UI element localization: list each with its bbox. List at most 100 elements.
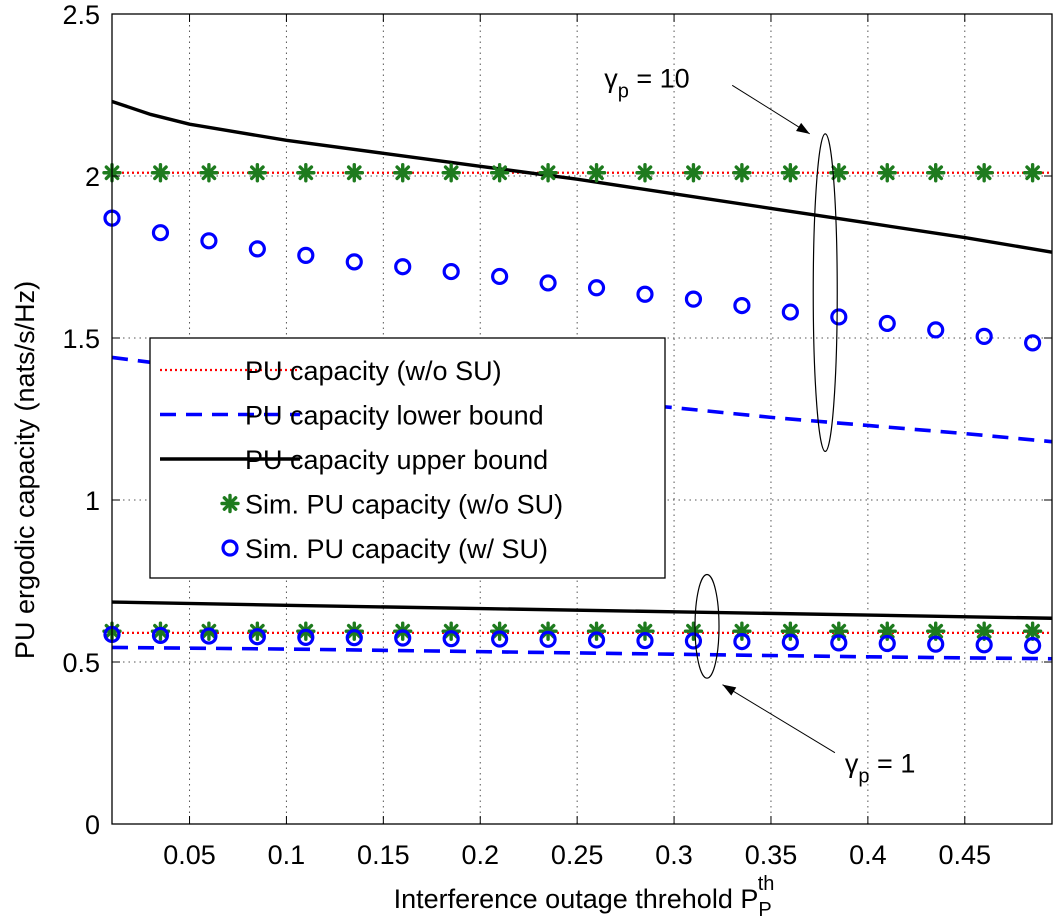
annotation-arrowhead [796,122,810,134]
legend-label: PU capacity (w/o SU) [245,356,502,386]
data-point [345,629,363,647]
data-point [200,627,218,645]
annotation-arrow [722,684,836,754]
data-point [199,163,219,183]
x-tick-label: 0.3 [655,840,693,870]
series-1 [112,171,1052,634]
asterisk-stroke [395,165,411,181]
series-line [111,99,1053,254]
x-tick-label: 0.05 [163,840,216,870]
legend-marker [220,493,240,514]
legend-item: PU capacity lower bound [160,401,544,431]
data-point [878,634,896,653]
asterisk-stroke [879,623,895,639]
data-point [635,621,655,641]
asterisk-stroke [443,165,459,181]
asterisk-stroke [589,165,604,181]
annotation-value: = 10 [629,63,690,93]
x-tick-label: 0.35 [745,840,798,870]
y-tick-label: 0 [85,810,100,840]
data-point [635,163,655,183]
data-point [150,163,171,183]
x-tick-label: 0.2 [461,840,499,870]
asterisk-stroke [298,165,314,181]
annotation-ellipse [812,133,838,453]
y-tick-label: 0.5 [62,648,100,678]
data-point [247,163,268,183]
data-point [636,285,654,303]
asterisk-stroke [1025,165,1040,181]
data-point [829,163,849,183]
x-axis-label-subscript: P [758,899,771,921]
data-point [975,327,993,345]
data-point [636,632,654,650]
series-line [111,600,1053,620]
x-tick-label: 0.25 [551,840,604,870]
series-3 [111,99,1053,620]
data-point [151,224,170,242]
data-point [394,629,412,647]
annotation-arrow [731,84,810,135]
data-point [200,232,218,250]
legend: PU capacity (w/o SU) PU capacity lower bo… [149,337,666,579]
data-point [1024,636,1042,655]
x-axis-label-main: Interference outage threhold P [394,884,759,914]
annotation-subscript: p [858,766,869,788]
legend-label: Sim. PU capacity (w/o SU) [245,490,563,520]
data-point [394,258,412,276]
data-point [974,163,994,183]
ticks: 0.05 0.1 0.15 0.2 0.25 0.3 0.35 0.4 0.45 0 0.5 1 1.5… [62,0,1052,870]
annotation-label: γp = 10 [604,63,689,102]
legend-label: PU capacity upper bound [245,445,548,475]
asterisk-stroke [686,165,701,181]
asterisk-stroke [928,623,944,639]
data-point [780,163,801,183]
axes-frame [111,13,1053,825]
data-point [927,635,945,653]
data-point [732,163,752,183]
data-point [586,163,607,183]
annotation-symbol: γ [604,63,618,93]
x-tick-label: 0.15 [357,840,410,870]
legend-item: Sim. PU capacity (w/o SU) [220,490,563,520]
asterisk-stroke [540,165,556,181]
data-point [683,163,704,183]
data-point [538,163,558,183]
y-axis-label: PU ergodic capacity (nats/s/Hz) [10,281,40,659]
asterisk-stroke [782,165,798,181]
data-point [151,626,170,645]
data-point [830,308,848,326]
annotation-arrowhead [722,684,737,696]
data-point [1024,334,1042,352]
asterisk-stroke [879,165,895,181]
data-point [297,628,315,646]
asterisk-stroke [201,623,217,639]
data-point [684,290,703,308]
data-point [927,321,945,339]
asterisk-stroke [222,496,238,511]
annotation-1: γp = 10 [604,63,838,453]
series-line [111,645,1053,661]
y-tick-label: 1.5 [62,324,100,354]
data-point [781,303,799,321]
x-tick-label: 0.45 [939,840,992,870]
data-point [830,634,848,652]
asterisk-stroke [153,623,168,639]
data-point [684,632,703,650]
data-point [441,163,461,183]
asterisk-stroke [831,165,847,181]
data-point [345,253,363,271]
data-point [442,630,460,648]
legend-label: Sim. PU capacity (w/ SU) [245,534,548,564]
annotation-subscript: p [618,80,629,102]
data-point [780,621,801,641]
y-tick-label: 2.5 [62,0,100,30]
data-point [442,262,460,281]
data-point [539,274,557,292]
asterisk-stroke [250,165,265,181]
data-point [296,163,316,183]
annotation-symbol: γ [845,749,859,779]
data-point [489,163,510,183]
data-point [491,630,509,648]
